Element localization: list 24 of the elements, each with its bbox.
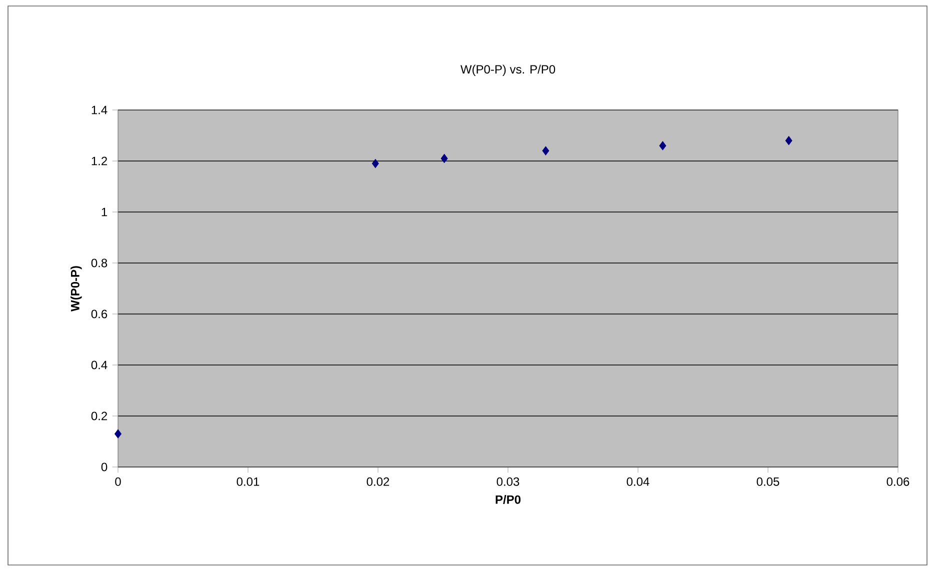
point	[114, 429, 122, 438]
point	[440, 154, 448, 163]
y-tick-label: 1.4	[92, 106, 108, 114]
x-tick-label: 0.02	[366, 477, 390, 486]
x-tick-label: 0.06	[886, 477, 910, 486]
x-tick-label: 0.05	[756, 477, 780, 486]
y-tick-label: 0.6	[91, 310, 108, 318]
y-tick-label: 0	[101, 462, 108, 472]
y-tick-label: 0.8	[91, 258, 108, 268]
y-tick-label: 1.2	[92, 156, 107, 166]
point	[542, 146, 550, 156]
x-axis-title: P/P0	[496, 495, 521, 504]
y-tick-label: 0.4	[91, 360, 108, 370]
y-tick-label: 1	[102, 208, 108, 216]
chart-title: W(P0-P) vs. P/P0	[460, 64, 556, 76]
y-tick-label: 0.2	[91, 412, 107, 420]
x-tick-label: 0.04	[626, 477, 650, 486]
point	[372, 159, 379, 168]
point	[785, 136, 792, 146]
x-tick-label: 0.03	[496, 477, 520, 486]
x-tick-label: 0	[115, 477, 121, 486]
x-tick-label: 0.01	[236, 477, 260, 486]
point	[659, 141, 666, 150]
y-axis-title: W(P0-P)	[70, 266, 82, 312]
